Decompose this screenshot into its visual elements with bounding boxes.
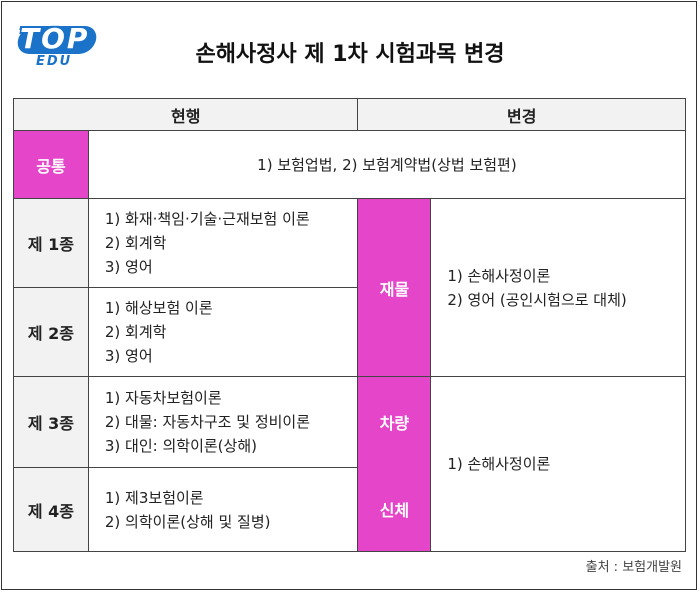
subject-line: 3) 영어 — [104, 347, 153, 365]
grade-3-subjects: 1) 자동차보험이론 2) 대물: 자동차구조 및 정비이론 3) 대인: 의학… — [87, 376, 359, 468]
top-edu-logo: TOP EDU — [14, 22, 99, 74]
subject-line: 2) 회계학 — [104, 323, 167, 341]
grade-3-label: 제 3종 — [13, 376, 89, 468]
subject-line: 2) 대물: 자동차구조 및 정비이론 — [104, 413, 311, 431]
vehicle-label: 차량 — [357, 376, 432, 468]
grade-2-label: 제 2종 — [13, 287, 89, 377]
subject-line: 2) 영어 (공인시험으로 대체) — [447, 290, 627, 309]
exam-subjects-table: 현행 변경 공통 1) 보험업법, 2) 보험계약법(상법 보험편) 제 1종 … — [12, 98, 687, 552]
subject-line: 1) 손해사정이론 — [447, 266, 551, 285]
subject-line: 1) 자동차보험이론 — [104, 389, 222, 407]
page-title: 손해사정사 제 1차 시험과목 변경 — [195, 42, 505, 67]
header-changed: 변경 — [357, 98, 686, 131]
subject-line: 1) 해상보험 이론 — [104, 299, 213, 317]
grade-1-label: 제 1종 — [13, 198, 89, 288]
subject-line: 2) 의학이론(상해 및 질병) — [104, 512, 271, 531]
subject-line: 1) 화재·책임·기술·근재보험 이론 — [104, 210, 310, 228]
subject-line: 3) 영어 — [104, 258, 153, 276]
logo-top-text: TOP — [20, 22, 90, 55]
grade-1-subjects: 1) 화재·책임·기술·근재보험 이론 2) 회계학 3) 영어 — [87, 198, 359, 288]
logo-edu-text: EDU — [36, 54, 73, 69]
subject-line: 2) 회계학 — [104, 234, 167, 252]
property-label: 재물 — [357, 198, 432, 377]
subject-line: 1) 제3보험이론 — [104, 488, 204, 507]
grade-4-subjects: 1) 제3보험이론 2) 의학이론(상해 및 질병) — [87, 467, 359, 552]
subject-line: 3) 대인: 의학이론(상해) — [104, 437, 257, 455]
common-subjects: 1) 보험업법, 2) 보험계약법(상법 보험편) — [87, 130, 687, 199]
subject-line: 1) 손해사정이론 — [447, 455, 551, 473]
source-note: 출처 : 보험개발원 — [585, 560, 682, 575]
common-label: 공통 — [13, 130, 89, 199]
header-current: 현행 — [12, 98, 359, 131]
body-label: 신체 — [357, 467, 432, 552]
grade-4-label: 제 4종 — [13, 467, 89, 552]
property-subjects: 1) 손해사정이론 2) 영어 (공인시험으로 대체) — [430, 198, 686, 377]
vehicle-body-subjects: 1) 손해사정이론 — [430, 376, 686, 552]
grade-2-subjects: 1) 해상보험 이론 2) 회계학 3) 영어 — [87, 287, 359, 377]
